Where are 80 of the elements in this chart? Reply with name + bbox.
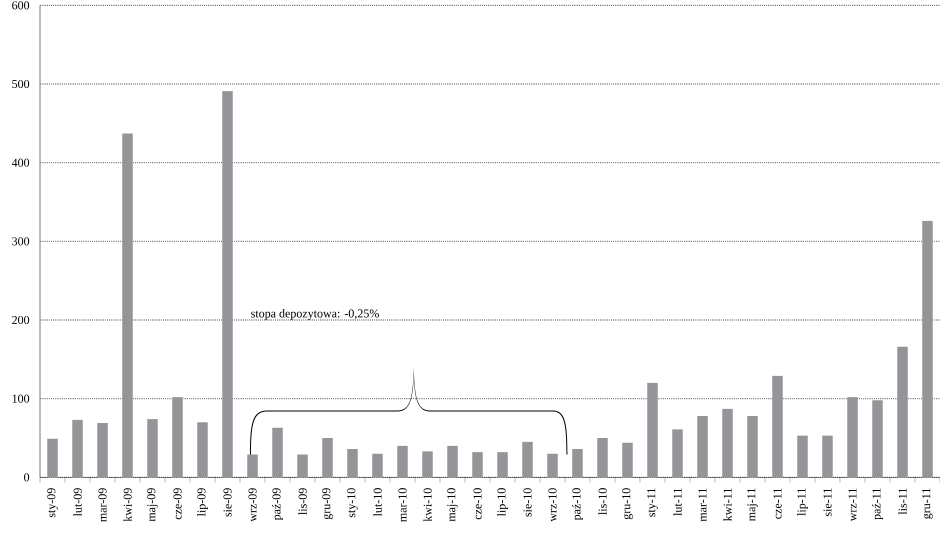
bar xyxy=(197,422,208,478)
bar xyxy=(572,448,583,478)
x-tick-label: paź-11 xyxy=(872,488,883,520)
bar xyxy=(847,396,858,478)
x-tick-label: sty-11 xyxy=(647,488,658,517)
x-tick-label: mar-10 xyxy=(398,488,407,522)
x-tick-label: sie-09 xyxy=(223,488,232,516)
x-tick-label: gru-09 xyxy=(322,488,333,520)
bar xyxy=(547,454,558,478)
bar xyxy=(822,435,833,478)
bar xyxy=(272,428,283,478)
bar xyxy=(497,452,508,478)
bar xyxy=(897,346,908,478)
bar xyxy=(747,416,758,478)
y-tick-label: 0 xyxy=(24,473,30,482)
bar xyxy=(147,418,158,478)
bar xyxy=(172,396,183,478)
bar xyxy=(422,451,433,478)
bar xyxy=(722,408,733,478)
y-tick-label: 300 xyxy=(12,237,30,246)
bar xyxy=(922,220,933,478)
x-tick-label: lis-10 xyxy=(598,488,607,515)
bar xyxy=(247,454,258,478)
x-tick-label: mar-11 xyxy=(698,488,707,522)
y-tick-label: 100 xyxy=(12,394,30,403)
x-tick-label: paź-10 xyxy=(572,488,583,520)
x-tick-label: cze-11 xyxy=(773,488,782,519)
x-tick-label: mar-09 xyxy=(98,488,107,522)
x-tick-label: lut-09 xyxy=(73,488,82,516)
bar xyxy=(872,400,883,478)
x-tick-label: cze-09 xyxy=(173,488,182,520)
bar xyxy=(447,446,458,478)
bar xyxy=(97,422,108,478)
bar xyxy=(372,454,383,478)
x-tick-label: lip-09 xyxy=(197,488,208,516)
x-tick-label: lis-09 xyxy=(298,488,307,515)
x-tick-label: lip-11 xyxy=(797,488,808,516)
x-tick-label: sie-10 xyxy=(523,488,532,516)
bar xyxy=(222,90,233,478)
bar xyxy=(697,416,708,478)
x-tick-label: lis-11 xyxy=(898,488,907,514)
x-tick-label: kwi-11 xyxy=(723,488,732,521)
bar xyxy=(297,454,308,478)
x-tick-label: maj-09 xyxy=(147,488,158,522)
bar xyxy=(472,452,483,478)
x-tick-label: paź-09 xyxy=(272,488,283,520)
x-tick-label: gru-11 xyxy=(922,488,933,519)
bar xyxy=(72,420,83,478)
bar xyxy=(622,442,633,478)
bar xyxy=(647,382,658,478)
bar xyxy=(47,438,58,478)
x-tick-label: wrz-11 xyxy=(848,488,857,522)
bar xyxy=(122,133,133,478)
x-tick-label: maj-10 xyxy=(447,488,458,522)
x-tick-label: lut-11 xyxy=(673,488,682,516)
y-tick-label: 500 xyxy=(12,80,30,88)
x-tick-label: sty-10 xyxy=(347,488,358,518)
bar xyxy=(522,442,533,478)
bar xyxy=(322,438,333,478)
x-tick-label: maj-11 xyxy=(747,488,758,521)
bar xyxy=(347,448,358,478)
y-tick-label: 400 xyxy=(12,158,30,167)
x-tick-label: sie-11 xyxy=(823,488,832,516)
y-tick-label: 200 xyxy=(12,316,30,324)
y-tick-label: 600 xyxy=(12,1,30,10)
x-tick-label: cze-10 xyxy=(473,488,482,520)
x-tick-label: gru-10 xyxy=(622,488,633,520)
bar xyxy=(597,438,608,478)
x-tick-label: wrz-10 xyxy=(548,488,557,522)
x-tick-label: wrz-09 xyxy=(248,488,257,522)
x-tick-label: lut-10 xyxy=(373,488,382,516)
bar xyxy=(797,435,808,478)
x-tick-label: kwi-10 xyxy=(423,488,432,522)
x-tick-label: sty-09 xyxy=(47,488,58,518)
annotation: stopa depozytowa: -0,25% xyxy=(251,308,379,320)
x-tick-label: kwi-09 xyxy=(123,488,132,522)
bar xyxy=(672,429,683,478)
x-tick-label: lip-10 xyxy=(497,488,508,516)
bar xyxy=(397,446,408,478)
bar xyxy=(772,376,783,478)
